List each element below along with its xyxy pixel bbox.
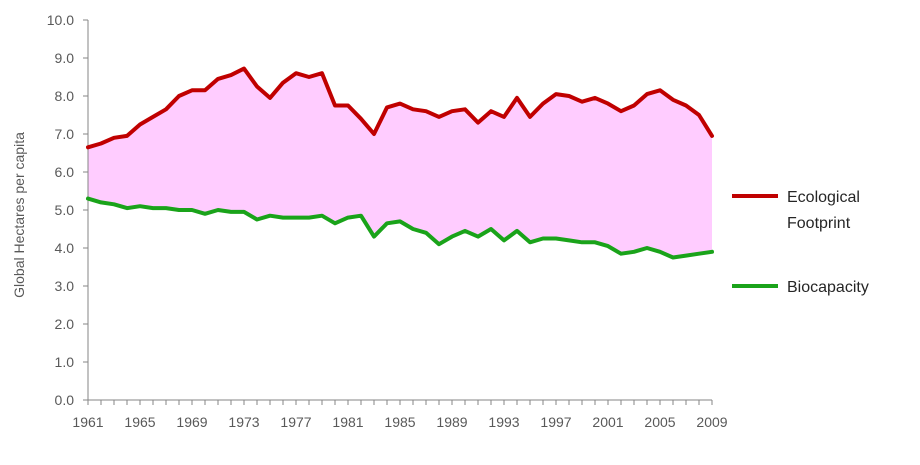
series-line-biocapacity bbox=[86, 196, 714, 260]
x-tick-label: 2005 bbox=[644, 414, 675, 430]
y-tick-label: 8.0 bbox=[55, 88, 75, 104]
x-tick-label: 2001 bbox=[592, 414, 623, 430]
y-tick-label: 7.0 bbox=[55, 126, 75, 142]
y-tick-label: 2.0 bbox=[55, 316, 75, 332]
x-tick-label: 1977 bbox=[280, 414, 311, 430]
y-axis-title: Global Hectares per capita bbox=[11, 132, 27, 298]
y-tick-label: 1.0 bbox=[55, 354, 75, 370]
y-tick-label: 4.0 bbox=[55, 240, 75, 256]
x-tick-label: 1985 bbox=[384, 414, 415, 430]
x-tick-label: 2009 bbox=[696, 414, 727, 430]
x-tick-labels: 1961 1965 1969 1973 1977 1981 1985 1989 1993 1997… bbox=[72, 414, 727, 430]
y-tick-label: 10.0 bbox=[47, 12, 74, 28]
y-tick-label: 5.0 bbox=[55, 202, 75, 218]
series-lines-group bbox=[86, 66, 714, 260]
x-tick-label: 1981 bbox=[332, 414, 363, 430]
y-tick-label: 6.0 bbox=[55, 164, 75, 180]
x-tick-label: 1969 bbox=[176, 414, 207, 430]
x-tick-label: 1973 bbox=[228, 414, 259, 430]
legend-label-biocapacity: Biocapacity bbox=[787, 279, 869, 296]
x-tick-label: 1961 bbox=[72, 414, 103, 430]
legend: Ecological Footprint Biocapacity bbox=[732, 189, 869, 296]
x-tick-label: 1993 bbox=[488, 414, 519, 430]
y-tick-label: 3.0 bbox=[55, 278, 75, 294]
y-tick-label: 0.0 bbox=[55, 392, 75, 408]
y-tick-label: 9.0 bbox=[55, 50, 75, 66]
legend-label-ecological-footprint: Footprint bbox=[787, 215, 851, 232]
y-tick-labels: 0.0 1.0 2.0 3.0 4.0 5.0 6.0 7.0 8.0 9.0 10.0 bbox=[47, 12, 74, 408]
legend-label-ecological-footprint: Ecological bbox=[787, 189, 860, 206]
x-tick-label: 1997 bbox=[540, 414, 571, 430]
x-tick-label: 1965 bbox=[124, 414, 155, 430]
x-tick-label: 1989 bbox=[436, 414, 467, 430]
series-line-ecological-footprint bbox=[86, 66, 714, 150]
axes-group bbox=[83, 19, 713, 405]
